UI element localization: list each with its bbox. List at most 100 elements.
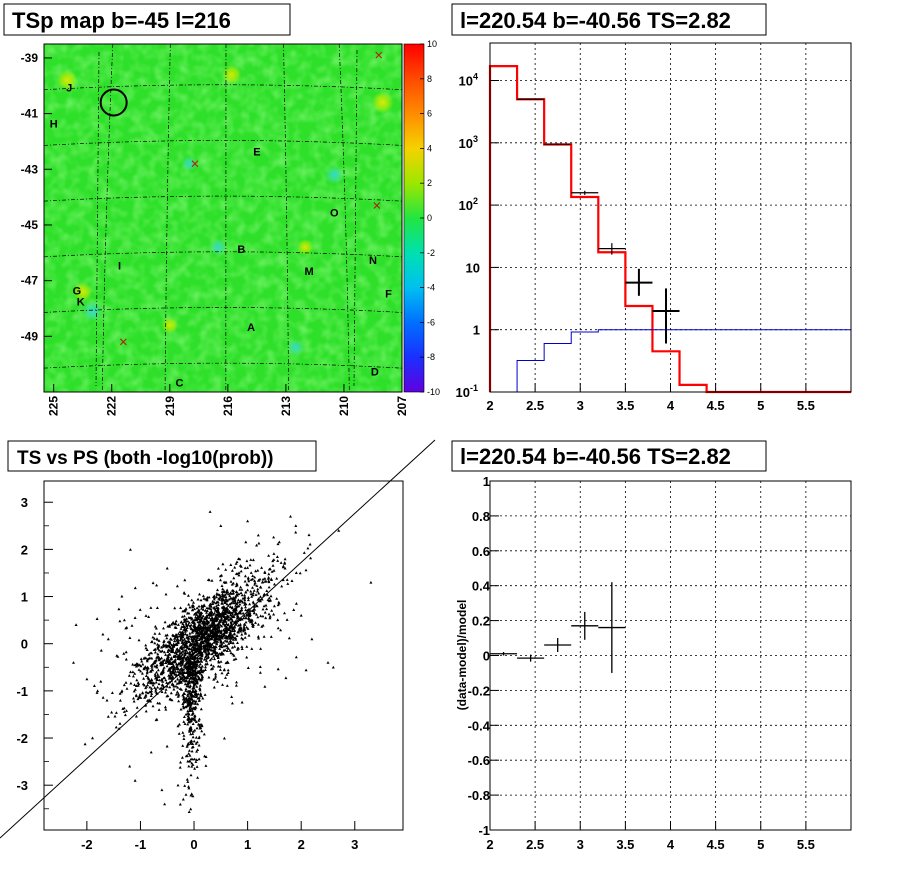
- colorbar-tick-label: 10: [427, 39, 437, 49]
- map-x-tick-label: 207: [395, 396, 409, 416]
- residual-panel: l=220.54 b=-40.56 TS=2.82 1 0.8 0.6 0.4 0.2 0…: [451, 440, 852, 852]
- meridian-4: [338, 43, 350, 393]
- tsp-map-noise: [44, 44, 402, 392]
- meridian-3: [283, 43, 289, 393]
- tsp-map-frame: [43, 43, 403, 393]
- hot-spot-5: [297, 239, 314, 256]
- residual-title: l=220.54 b=-40.56 TS=2.82: [460, 444, 731, 469]
- source-label-J: J: [66, 82, 72, 94]
- source-label-A: A: [247, 322, 255, 334]
- colorbar-tick-label: 0: [427, 213, 432, 223]
- colorbar-tick-label: 6: [427, 109, 432, 119]
- residual-y-tick-label: -0.2: [468, 683, 490, 698]
- map-x-tick-label: 225: [47, 396, 61, 416]
- cold-spot-3: [286, 338, 305, 357]
- ts-vs-ps-y-ticks: 3 2 1 0 -1 -2 -3: [16, 495, 53, 810]
- source-label-K: K: [77, 297, 85, 309]
- tsp-map-markers: [99, 51, 383, 346]
- map-y-tick-label: -41: [21, 107, 39, 121]
- colorbar-tick-label: -2: [427, 248, 435, 258]
- spectrum-x-ticks: 2 2.5 3 3.5 4 4.5 5 5.5: [486, 383, 815, 413]
- cold-spot-4: [181, 156, 197, 172]
- map-x-tick-label: 219: [163, 396, 177, 416]
- spectrum-y-tick-label: 103: [459, 134, 478, 151]
- scatter-x-tick-label: -1: [135, 837, 147, 852]
- scatter-y-tick-label: 1: [21, 590, 28, 605]
- residual-y-tick-label: 0.8: [472, 509, 490, 524]
- scatter-markers: [72, 510, 373, 813]
- tsp-colorbar-ticks: 10 8 6 4 2 0 -2 -4 -6 -8 -10: [420, 39, 440, 397]
- spectrum-x-tick-label: 3.5: [616, 398, 634, 413]
- spectrum-x-tick-label: 3: [577, 398, 584, 413]
- spectrum-y-tick-label: 10-1: [456, 383, 478, 400]
- meridian-1: [164, 43, 171, 393]
- residual-y-tick-label: 0.2: [472, 614, 490, 629]
- scatter-y-tick-label: -2: [16, 731, 28, 746]
- map-x-tick-label: 216: [221, 396, 235, 416]
- residual-y-tick-label: -0.6: [468, 753, 490, 768]
- ts-vs-ps-frame: [43, 480, 404, 831]
- scatter-y-tick-label: 2: [21, 542, 28, 557]
- residual-y-ticks: 1 0.8 0.6 0.4 0.2 0 -0.2 -0.4 -0.6 -0.8 -1: [468, 474, 499, 838]
- spectrum-x-tick-label: 2: [486, 398, 493, 413]
- ts-vs-ps-x-ticks: -2 -1 0 1 2 3: [81, 821, 358, 852]
- ts-vs-ps-title-box: [7, 440, 317, 472]
- parallel-5: [43, 362, 403, 369]
- spectrum-x-tick-label: 2.5: [526, 398, 544, 413]
- source-label-E: E: [253, 146, 260, 158]
- tsp-map-source-labels: J H E O B N M G F K A D C I: [50, 82, 392, 389]
- hot-spot-2: [371, 91, 394, 114]
- spectrum-grid: [490, 43, 851, 392]
- spectrum-y-tick-label: 1: [473, 323, 480, 338]
- map-y-tick-label: -43: [21, 162, 39, 176]
- scatter-x-tick-label: 3: [351, 837, 358, 852]
- spectrum-data-points: [517, 98, 680, 344]
- tsp-map-panel: TSp map b=-45 l=216 J H E O B N M G F K A D C I -39 -4…: [3, 3, 440, 416]
- colorbar-tick-label: -4: [427, 283, 435, 293]
- residual-y-tick-label: 0: [483, 649, 490, 664]
- spectrum-y-tick-label: 104: [459, 72, 478, 89]
- hot-spot-1: [222, 65, 242, 85]
- cross-marker-3: [119, 338, 127, 346]
- scatter-y-tick-label: -1: [16, 684, 28, 699]
- map-x-tick-label: 210: [337, 396, 351, 416]
- residual-x-tick-label: 5.5: [797, 837, 815, 852]
- colorbar-tick-label: -8: [427, 352, 435, 362]
- residual-y-tick-label: -1: [478, 823, 490, 838]
- spectrum-title-box: [451, 3, 767, 36]
- residual-title-box: [451, 440, 767, 472]
- cross-marker-0: [375, 51, 383, 59]
- residual-data-points: [490, 582, 626, 673]
- residual-y-tick-label: 0.6: [472, 544, 490, 559]
- ts-vs-ps-points: [72, 510, 373, 813]
- residual-x-tick-label: 5: [757, 837, 764, 852]
- region-edge-right: [353, 49, 358, 387]
- parallel-1: [43, 140, 403, 146]
- map-x-tick-label: 222: [105, 396, 119, 416]
- parallel-2: [43, 195, 403, 202]
- residual-x-tick-label: 4: [667, 837, 675, 852]
- spectrum-panel: l=220.54 b=-40.56 TS=2.82 10410310210110…: [451, 3, 852, 413]
- spectrum-title: l=220.54 b=-40.56 TS=2.82: [460, 8, 731, 33]
- source-label-F: F: [385, 288, 392, 300]
- diagonal-line: [0, 439, 436, 839]
- residual-y-tick-label: 1: [483, 474, 490, 489]
- map-x-tick-label: 213: [279, 396, 293, 416]
- source-label-C: C: [175, 377, 183, 389]
- spectrum-y-tick-label: 10: [466, 260, 480, 275]
- spectrum-x-tick-label: 5.5: [797, 398, 815, 413]
- residual-x-ticks: 2 2.5 3 3.5 4 4.5 5 5.5: [486, 821, 815, 852]
- source-label-B: B: [237, 244, 245, 256]
- colorbar-tick-label: 2: [427, 178, 432, 188]
- colorbar-tick-label: 8: [427, 74, 432, 84]
- tsp-map-title-box: [3, 3, 291, 36]
- source-label-N: N: [369, 255, 377, 267]
- source-label-D: D: [371, 366, 379, 378]
- source-label-O: O: [330, 208, 339, 220]
- model-background-histogram: [490, 329, 851, 393]
- tsp-map-title: TSp map b=-45 l=216: [12, 8, 231, 33]
- scatter-y-tick-label: 0: [21, 637, 28, 652]
- target-circle: [99, 88, 128, 117]
